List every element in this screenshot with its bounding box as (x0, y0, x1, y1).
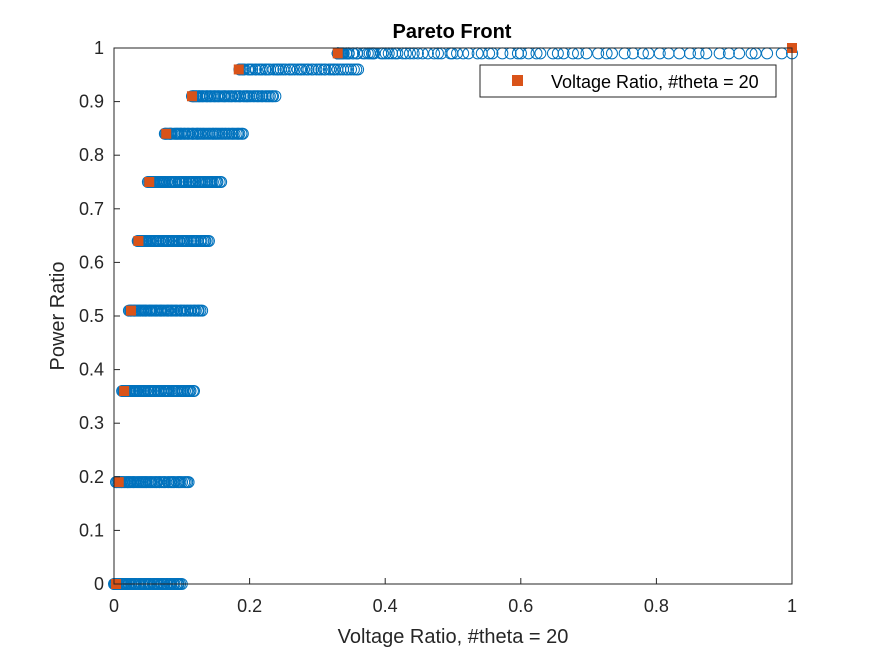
pareto-point (125, 305, 136, 316)
data-point-all (352, 63, 365, 76)
y-tick-label: 0.4 (79, 360, 104, 380)
x-tick-label: 0.4 (373, 596, 398, 616)
data-point-all (288, 63, 301, 76)
pareto-point (233, 64, 244, 75)
data-point-all (286, 63, 299, 76)
data-point-all (592, 47, 605, 60)
data-point-all (451, 47, 464, 60)
pareto-point (186, 91, 197, 102)
pareto-point (161, 128, 172, 139)
legend-label: Voltage Ratio, #theta = 20 (551, 72, 759, 92)
y-tick-label: 0.7 (79, 199, 104, 219)
data-point-all (188, 385, 201, 398)
data-point-all (700, 47, 713, 60)
data-point-all (215, 176, 228, 188)
data-point-all (580, 47, 593, 60)
data-point-all (662, 47, 675, 60)
x-tick-label: 1 (787, 596, 797, 616)
x-tick-label: 0.2 (237, 596, 262, 616)
markers-layer (108, 43, 798, 590)
data-point-all (182, 476, 195, 489)
data-point-all (196, 304, 209, 317)
chart-title: Pareto Front (393, 21, 512, 43)
axes-layer: 0 0.2 0.4 0.6 0.8 1 0 0.1 0.2 0.3 0.4 0.5 0.6 0.7 0.8 0… (79, 38, 797, 616)
pareto-point (144, 177, 155, 187)
data-point-all (325, 63, 338, 76)
pareto-point (113, 477, 124, 488)
data-point-all (234, 90, 247, 103)
pareto-point (133, 235, 144, 246)
y-tick-label: 0.1 (79, 520, 104, 540)
pareto-point (119, 386, 130, 397)
y-tick-label: 0 (94, 574, 104, 594)
y-axis-title: Power Ratio (47, 262, 69, 371)
legend-box (479, 64, 777, 98)
data-point-all (546, 47, 559, 60)
data-point-all (295, 63, 308, 76)
data-point-all (297, 63, 310, 76)
data-point-all (315, 63, 328, 76)
legend: Voltage Ratio, #theta = 20 (479, 64, 777, 98)
data-point-all (775, 47, 788, 60)
data-point-all (256, 90, 269, 103)
data-point-all (653, 47, 666, 60)
data-point-all (673, 47, 686, 60)
x-tick-label: 0 (109, 596, 119, 616)
x-axis-title: Voltage Ratio, #theta = 20 (338, 626, 569, 648)
y-tick-label: 1 (94, 38, 104, 58)
pareto-point (332, 48, 343, 59)
data-point-all (279, 63, 292, 76)
y-tick-label: 0.5 (79, 306, 104, 326)
y-tick-label: 0.8 (79, 145, 104, 165)
data-point-all (310, 63, 323, 76)
data-point-all (250, 63, 263, 76)
y-tick-label: 0.2 (79, 467, 104, 487)
data-point-all (269, 90, 282, 103)
data-point-all (246, 63, 259, 76)
data-point-all (342, 63, 355, 76)
data-point-all (511, 47, 524, 60)
data-point-all (345, 63, 358, 76)
y-tick-label: 0.9 (79, 92, 104, 112)
data-point-all (319, 63, 332, 76)
y-tick-label: 0.6 (79, 252, 104, 272)
x-tick-label: 0.8 (644, 596, 669, 616)
data-point-all (626, 47, 639, 60)
data-point-all (761, 47, 774, 60)
y-tick-label: 0.3 (79, 413, 104, 433)
data-point-all (202, 234, 215, 247)
legend-marker-pareto (512, 75, 523, 86)
data-point-all (733, 47, 746, 60)
data-point-all (683, 47, 696, 60)
x-tick-label: 0.6 (508, 596, 533, 616)
data-point-all (236, 127, 249, 140)
